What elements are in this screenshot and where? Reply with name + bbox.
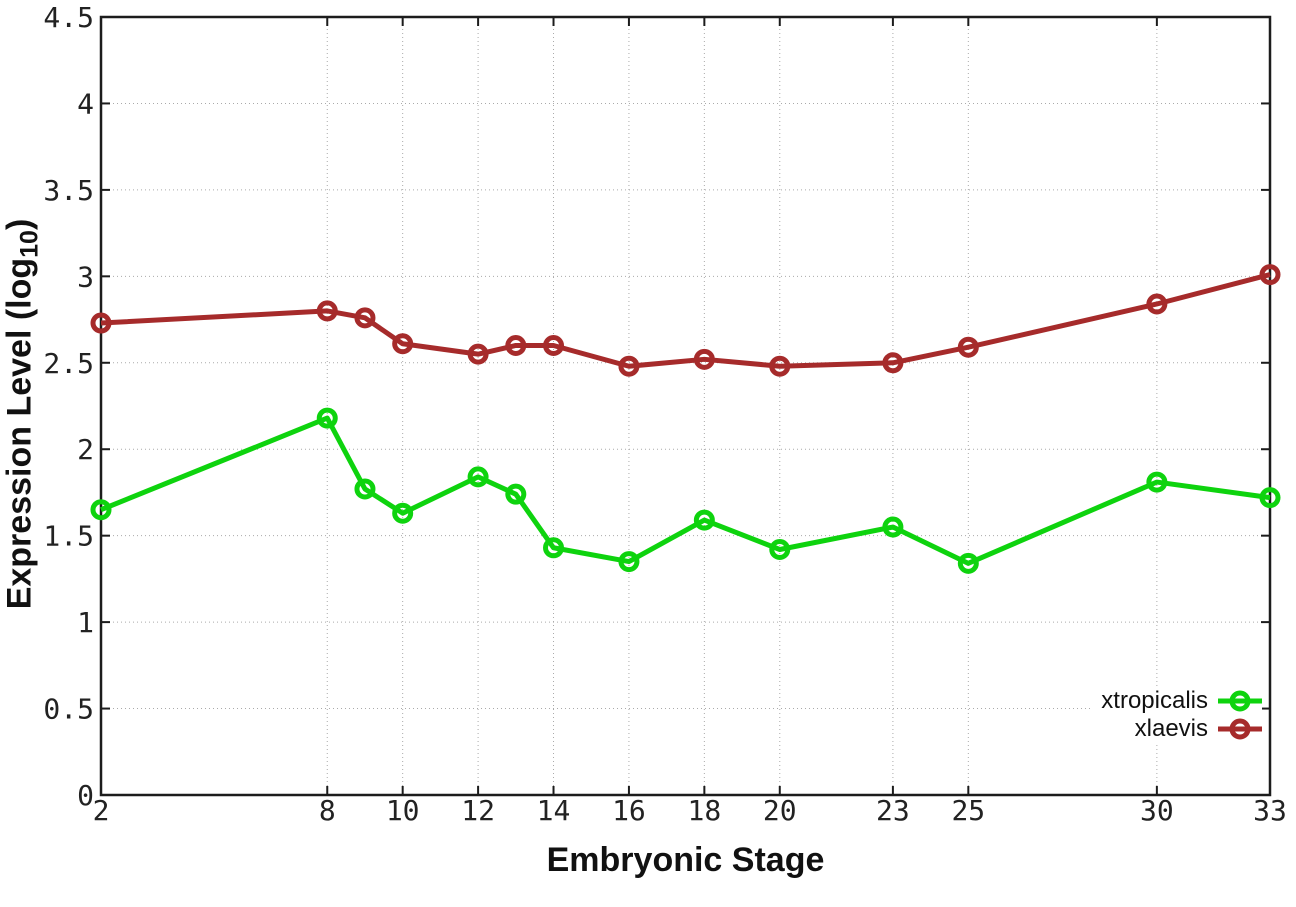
series-xtropicalis-line <box>100 415 1271 566</box>
series-xtropicalis-marker-stage-20 <box>769 538 791 560</box>
y-tick-label-3: 3 <box>77 260 94 293</box>
x-tick-label-14: 14 <box>537 794 571 827</box>
series-xlaevis-marker-stage-16 <box>618 355 640 377</box>
y-tick-label-3.5: 3.5 <box>43 174 94 207</box>
series-xlaevis-marker-stage-13 <box>505 334 527 356</box>
legend-item-xlaevis: xlaevis <box>1101 715 1262 743</box>
legend-marker-xlaevis-icon <box>1218 718 1262 740</box>
series-xtropicalis-marker-stage-16 <box>618 551 640 573</box>
x-tick-label-10: 10 <box>386 794 420 827</box>
series-xlaevis <box>90 264 1281 377</box>
y-tick-label-4.5: 4.5 <box>43 1 94 34</box>
series-xtropicalis <box>90 407 1281 574</box>
x-tick-label-25: 25 <box>951 794 985 827</box>
legend-label-xtropicalis: xtropicalis <box>1101 687 1208 714</box>
series-xlaevis-marker-stage-20 <box>769 355 791 377</box>
series-xtropicalis-marker-stage-14 <box>543 537 565 559</box>
x-tick-label-18: 18 <box>687 794 721 827</box>
x-tick-label-33: 33 <box>1253 794 1287 827</box>
legend-label-xlaevis: xlaevis <box>1134 715 1208 742</box>
series-xlaevis-marker-stage-30 <box>1146 293 1168 315</box>
series-xlaevis-marker-stage-2 <box>90 312 112 334</box>
x-tick-label-8: 8 <box>319 794 336 827</box>
legend-marker-xtropicalis-icon <box>1218 690 1262 712</box>
x-tick-label-16: 16 <box>612 794 646 827</box>
y-tick-label-0: 0 <box>77 779 94 812</box>
series-xtropicalis-marker-stage-33 <box>1259 487 1281 509</box>
series-xlaevis-marker-stage-18 <box>693 348 715 370</box>
series-xlaevis-line <box>100 272 1271 369</box>
series-xlaevis-marker-stage-9 <box>354 307 376 329</box>
x-tick-label-12: 12 <box>461 794 495 827</box>
series-xlaevis-marker-stage-33 <box>1259 264 1281 286</box>
series-xtropicalis-marker-stage-12 <box>467 466 489 488</box>
series-xlaevis-marker-stage-8 <box>316 300 338 322</box>
y-axis-title: Expression Level (log10) <box>0 218 44 610</box>
series-xtropicalis-marker-stage-23 <box>882 516 904 538</box>
x-tick-labels: 2 8 10 12 14 16 18 20 23 25 30 33 <box>93 794 1287 827</box>
series-xtropicalis-marker-stage-30 <box>1146 471 1168 493</box>
x-tick-label-20: 20 <box>763 794 797 827</box>
legend-item-xtropicalis: xtropicalis <box>1101 687 1262 715</box>
x-axis-title: Embryonic Stage <box>546 841 825 879</box>
x-tick-label-2: 2 <box>93 794 110 827</box>
legend: xtropicalis xlaevis <box>1091 687 1262 743</box>
series-xlaevis-marker-stage-25 <box>957 336 979 358</box>
y-tick-label-1.5: 1.5 <box>43 520 94 553</box>
tick-marks <box>100 16 1271 796</box>
series-xtropicalis-marker-stage-8 <box>316 407 338 429</box>
x-tick-label-23: 23 <box>876 794 910 827</box>
y-tick-labels: 0 0.5 1 1.5 2 2.5 3 3.5 4 4.5 <box>43 1 94 812</box>
series-xtropicalis-marker-stage-25 <box>957 552 979 574</box>
y-tick-label-2: 2 <box>77 433 94 466</box>
series-xtropicalis-marker-stage-13 <box>505 483 527 505</box>
y-tick-label-1: 1 <box>77 606 94 639</box>
y-tick-label-0.5: 0.5 <box>43 693 94 726</box>
plot-border <box>99 15 1272 797</box>
y-axis-title-close: ) <box>0 218 39 231</box>
y-tick-label-4: 4 <box>77 87 94 120</box>
series-xlaevis-marker-stage-23 <box>882 352 904 374</box>
grid-lines <box>101 17 1270 795</box>
series-xtropicalis-marker-stage-10 <box>392 502 414 524</box>
series-xlaevis-marker-stage-14 <box>543 334 565 356</box>
series-xtropicalis-marker-stage-2 <box>90 499 112 521</box>
y-tick-label-2.5: 2.5 <box>43 347 94 380</box>
series-xtropicalis-marker-stage-9 <box>354 478 376 500</box>
series-xtropicalis-marker-stage-18 <box>693 509 715 531</box>
y-axis-title-text: Expression Level (log <box>0 257 39 610</box>
x-tick-label-30: 30 <box>1140 794 1174 827</box>
series-xlaevis-marker-stage-12 <box>467 343 489 365</box>
y-axis-title-subscript: 10 <box>15 230 44 258</box>
series-xlaevis-marker-stage-10 <box>392 333 414 355</box>
